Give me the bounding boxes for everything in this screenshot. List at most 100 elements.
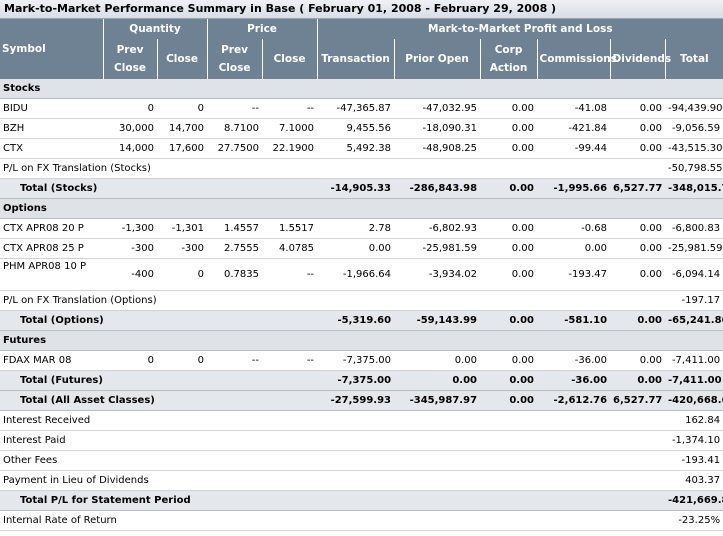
corp-action-cell: 0.00 xyxy=(480,370,538,391)
price-close-cell: 4.0785 xyxy=(262,238,318,259)
prior-open-cell: -18,090.31 xyxy=(394,118,481,139)
transaction-cell: 0.00 xyxy=(317,238,395,259)
symbol-cell: PHM APR08 10 P xyxy=(0,258,103,291)
table-row: PHM APR08 10 P -400 0 0.7835 -- -1,966.6… xyxy=(0,258,723,291)
price-prev-cell: 2.7555 xyxy=(207,238,263,259)
table-row: BIDU 0 0 -- -- -47,365.87 -47,032.95 0.0… xyxy=(0,98,723,119)
corp-action-cell: 0.00 xyxy=(480,310,538,331)
total-cell: -348,015.75 xyxy=(665,178,723,199)
symbol-cell: BIDU xyxy=(0,98,103,119)
price-header: Price xyxy=(206,19,318,39)
qty-close-cell: 0 xyxy=(157,350,208,371)
symbol-header: Symbol xyxy=(0,19,103,79)
commissions-cell: -193.47 xyxy=(537,258,611,291)
price-close-cell: -- xyxy=(262,98,318,119)
subtotal-row: Total (Stocks) -14,905.33 -286,843.98 0.… xyxy=(0,178,723,199)
subtotal-row: Total (Options) -5,319.60 -59,143.99 0.0… xyxy=(0,310,723,331)
commissions-cell: 0.00 xyxy=(537,238,611,259)
total-cell: -6,094.14 xyxy=(665,258,723,291)
price-prev-cell: 27.7500 xyxy=(207,138,263,159)
transaction-cell: -14,905.33 xyxy=(317,178,395,199)
all-classes-total-row: Total (All Asset Classes) -27,599.93 -34… xyxy=(0,390,723,411)
fx-row: P/L on FX Translation (Options) -197.17 xyxy=(0,290,723,311)
table-row: CTX 14,000 17,600 27.7500 22.1900 5,492.… xyxy=(0,138,723,159)
irr-value: -23.25% xyxy=(665,510,723,531)
corp-action-cell: 0.00 xyxy=(480,98,538,119)
total-cell: -7,411.00 xyxy=(665,370,723,391)
prior-open-cell: -345,987.97 xyxy=(394,390,481,411)
price-close-header: Close xyxy=(261,39,318,79)
total-cell: -25,981.59 xyxy=(665,238,723,259)
corp-action-header: Corp Action xyxy=(479,39,538,79)
dividends-cell: 0.00 xyxy=(610,98,666,119)
transaction-cell: -5,319.60 xyxy=(317,310,395,331)
subtotal-label: Total (Futures) xyxy=(0,370,318,391)
corp-action-cell: 0.00 xyxy=(480,218,538,239)
corp-action-cell: 0.00 xyxy=(480,258,538,291)
section-options: Options xyxy=(0,198,723,219)
other-row: Other Fees -193.41 xyxy=(0,450,723,471)
dividends-cell: 6,527.77 xyxy=(610,178,666,199)
commissions-cell: -2,612.76 xyxy=(537,390,611,411)
prior-open-cell: 0.00 xyxy=(394,350,481,371)
prior-open-cell: -286,843.98 xyxy=(394,178,481,199)
transaction-cell: -7,375.00 xyxy=(317,350,395,371)
symbol-cell: CTX xyxy=(0,138,103,159)
corp-action-cell: 0.00 xyxy=(480,118,538,139)
mtm-header: Mark-to-Market Profit and Loss xyxy=(316,19,723,39)
statement-total-row: Total P/L for Statement Period -421,669.… xyxy=(0,490,723,511)
total-cell: -43,515.30 xyxy=(665,138,723,159)
corp-action-cell: 0.00 xyxy=(480,138,538,159)
commissions-cell: -1,995.66 xyxy=(537,178,611,199)
section-stocks: Stocks xyxy=(0,79,723,99)
fx-label: P/L on FX Translation (Options) xyxy=(0,290,666,311)
other-label: Payment in Lieu of Dividends xyxy=(0,470,666,491)
qty-close-cell: 14,700 xyxy=(157,118,208,139)
qty-close-cell: -300 xyxy=(157,238,208,259)
price-prev-close-header: Prev Close xyxy=(206,39,263,79)
qty-prev-cell: 30,000 xyxy=(103,118,157,139)
corp-action-cell: 0.00 xyxy=(480,350,538,371)
total-cell: -65,241.86 xyxy=(665,310,723,331)
price-prev-cell: -- xyxy=(207,98,263,119)
total-cell: -9,056.59 xyxy=(665,118,723,139)
other-row: Interest Received 162.84 xyxy=(0,410,723,431)
transaction-cell: -27,599.93 xyxy=(317,390,395,411)
commissions-cell: -581.10 xyxy=(537,310,611,331)
transaction-cell: -1,966.64 xyxy=(317,258,395,291)
table-row: FDAX MAR 08 0 0 -- -- -7,375.00 0.00 0.0… xyxy=(0,350,723,371)
statement-total-label: Total P/L for Statement Period xyxy=(0,490,666,511)
prior-open-cell: -6,802.93 xyxy=(394,218,481,239)
table-row: CTX APR08 20 P -1,300 -1,301 1.4557 1.55… xyxy=(0,218,723,239)
prev-close-header: Prev Close xyxy=(102,39,157,79)
commissions-cell: -99.44 xyxy=(537,138,611,159)
commissions-cell: -41.08 xyxy=(537,98,611,119)
section-futures: Futures xyxy=(0,330,723,351)
table-row: CTX APR08 25 P -300 -300 2.7555 4.0785 0… xyxy=(0,238,723,259)
fx-label: P/L on FX Translation (Stocks) xyxy=(0,158,666,179)
prior-open-header: Prior Open xyxy=(393,39,481,79)
qty-prev-cell: -300 xyxy=(103,238,157,259)
qty-close-cell: 17,600 xyxy=(157,138,208,159)
quantity-header: Quantity xyxy=(102,19,208,39)
other-row: Interest Paid -1,374.10 xyxy=(0,430,723,451)
price-close-cell: -- xyxy=(262,350,318,371)
transaction-cell: 9,455.56 xyxy=(317,118,395,139)
dividends-cell: 0.00 xyxy=(610,118,666,139)
prior-open-cell: -47,032.95 xyxy=(394,98,481,119)
commissions-cell: -36.00 xyxy=(537,350,611,371)
irr-label: Internal Rate of Return xyxy=(0,510,666,531)
symbol-cell: FDAX MAR 08 xyxy=(0,350,103,371)
other-total: -193.41 xyxy=(665,450,723,471)
corp-action-cell: 0.00 xyxy=(480,238,538,259)
dividends-cell: 0.00 xyxy=(610,258,666,291)
commissions-cell: -0.68 xyxy=(537,218,611,239)
price-close-cell: 22.1900 xyxy=(262,138,318,159)
qty-close-cell: -1,301 xyxy=(157,218,208,239)
transaction-cell: -7,375.00 xyxy=(317,370,395,391)
subtotal-label: Total (Options) xyxy=(0,310,318,331)
dividends-cell: 6,527.77 xyxy=(610,390,666,411)
dividends-cell: 0.00 xyxy=(610,218,666,239)
symbol-cell: BZH xyxy=(0,118,103,139)
close-header: Close xyxy=(156,39,208,79)
